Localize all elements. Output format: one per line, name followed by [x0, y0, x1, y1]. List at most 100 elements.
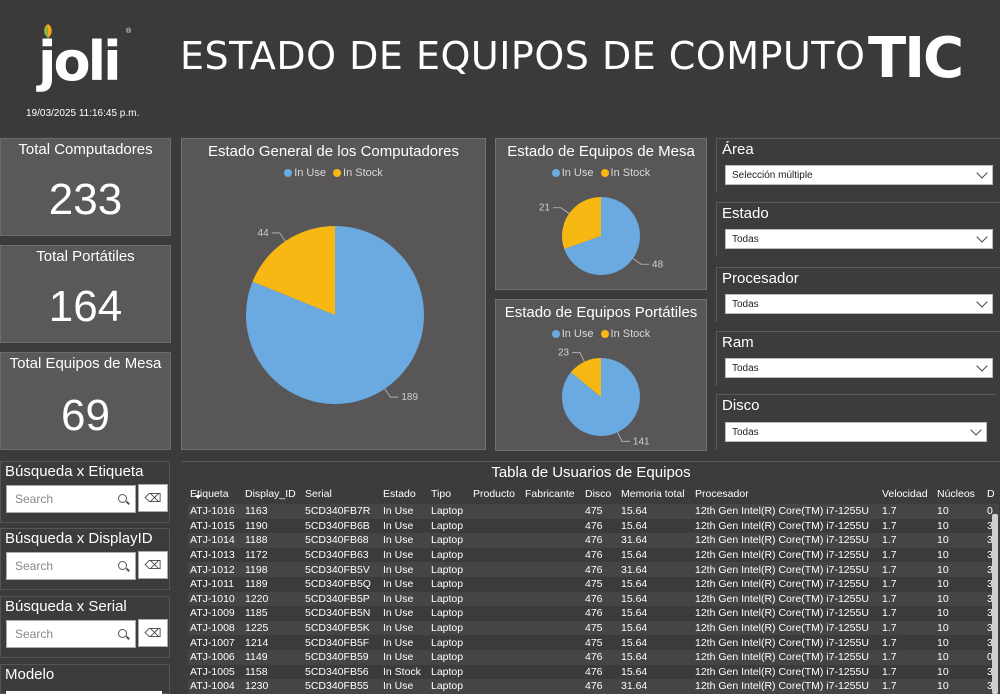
search-etiqueta-input[interactable]: Search — [6, 485, 136, 513]
table-row[interactable]: ATJ-1010 1220 5CD340FB5P In Use Laptop 476 15.… — [188, 591, 999, 607]
tabla-usuarios-equipos: Tabla de Usuarios de Equipos Etiqueta Dis… — [182, 461, 1000, 694]
column-header[interactable]: Procesador — [695, 488, 749, 500]
table-row[interactable]: ATJ-1009 1185 5CD340FB5N In Use Laptop 476 15.… — [188, 606, 999, 621]
table-row[interactable]: ATJ-1015 1190 5CD340FB6B In Use Laptop 476 15.… — [188, 518, 999, 534]
column-header[interactable]: Display_ID — [245, 488, 296, 500]
dashboard-header: joli ® ESTADO DE EQUIPOS DE COMPUTO TIC … — [0, 0, 1000, 132]
column-header[interactable]: Serial — [305, 488, 332, 500]
column-header[interactable]: Núcleos — [937, 488, 975, 500]
table-cell — [471, 664, 523, 680]
table-row[interactable]: ATJ-1011 1189 5CD340FB5Q In Use Laptop 475 15.… — [188, 576, 999, 592]
column-header[interactable]: Etiqueta — [190, 488, 229, 500]
table-cell: 15.64 — [619, 635, 693, 650]
clear-search-button[interactable]: ⌫ — [138, 619, 168, 647]
table-cell: ATJ-1011 — [188, 576, 243, 592]
chart-legend: In Use In Stock — [496, 167, 706, 179]
table-cell: 10 — [935, 664, 985, 680]
table-cell: 475 — [583, 576, 619, 592]
legend-item-in-stock[interactable]: In Stock — [600, 328, 650, 340]
table-cell — [471, 518, 523, 534]
clear-search-button[interactable]: ⌫ — [138, 551, 168, 579]
table-cell: 10 — [935, 518, 985, 534]
legend-item-in-use[interactable]: In Use — [284, 167, 326, 179]
pie-slice-in-stock[interactable] — [252, 226, 335, 315]
pie-slice-in-stock[interactable] — [570, 358, 601, 397]
legend-item-in-stock[interactable]: In Stock — [333, 167, 383, 179]
data-label: 141 — [633, 436, 650, 447]
slicer-label: Procesador — [722, 270, 799, 287]
table-row[interactable]: ATJ-1013 1172 5CD340FB63 In Use Laptop 476 15.… — [188, 547, 999, 563]
table-cell: In Stock — [381, 664, 429, 680]
kpi-card-total-portatiles: Total Portátiles 164 — [0, 245, 171, 343]
leaf-icon — [44, 24, 52, 38]
column-header[interactable]: Disco — [585, 488, 612, 500]
chevron-down-icon — [976, 296, 988, 308]
table-row[interactable]: ATJ-1016 1163 5CD340FB7R In Use Laptop 475 15.… — [188, 504, 999, 519]
table-title: Tabla de Usuarios de Equipos — [491, 464, 691, 481]
procesador-dropdown[interactable]: Todas — [725, 294, 993, 314]
table-row[interactable]: ATJ-1006 1149 5CD340FB59 In Use Laptop 476 15.… — [188, 649, 999, 665]
search-serial-panel: Búsqueda x Serial Search ⌫ — [0, 596, 170, 658]
table-cell: 31.64 — [619, 533, 693, 548]
table-cell: 1.7 — [880, 504, 935, 519]
pie-slice-in-stock[interactable] — [562, 197, 601, 250]
search-displayid-input[interactable]: Search — [6, 552, 136, 580]
column-header[interactable]: Tipo — [431, 488, 452, 500]
table-row[interactable]: ATJ-1004 1230 5CD340FB55 In Use Laptop 476 31.… — [188, 679, 999, 694]
chevron-down-icon — [976, 167, 988, 179]
column-header[interactable]: Producto — [473, 488, 516, 500]
table-cell: Laptop — [429, 504, 471, 519]
table-cell: Laptop — [429, 518, 471, 534]
sort-descending-icon[interactable] — [195, 495, 201, 499]
table-cell: Laptop — [429, 547, 471, 563]
slicer-estado: Estado Todas — [716, 202, 1000, 257]
area-dropdown[interactable]: Selección múltiple — [725, 165, 993, 185]
chart-equipos-portatiles: Estado de Equipos Portátiles In Use In S… — [495, 299, 707, 451]
table-cell: 1.7 — [880, 635, 935, 650]
table-cell: 12th Gen Intel(R) Core(TM) i7-1255U — [693, 591, 880, 607]
search-serial-input[interactable]: Search — [6, 620, 136, 648]
leader-line — [271, 232, 286, 242]
table-scrollbar[interactable] — [992, 514, 998, 694]
chevron-down-icon — [976, 231, 988, 243]
clear-search-button[interactable]: ⌫ — [138, 484, 168, 512]
table-row[interactable]: ATJ-1012 1198 5CD340FB5V In Use Laptop 476 31.… — [188, 562, 999, 577]
table-cell: 12th Gen Intel(R) Core(TM) i7-1255U — [693, 664, 880, 680]
table-cell — [471, 562, 523, 577]
table-cell: 31.64 — [619, 562, 693, 577]
legend-item-in-use[interactable]: In Use — [551, 167, 593, 179]
pie-slice-in-use[interactable] — [564, 197, 640, 275]
estado-dropdown[interactable]: Todas — [725, 229, 993, 249]
pie-slice-in-use[interactable] — [245, 226, 424, 405]
table-row[interactable]: ATJ-1014 1188 5CD340FB68 In Use Laptop 476 31.… — [188, 533, 999, 548]
table-cell: 10 — [935, 606, 985, 621]
table-cell: ATJ-1009 — [188, 606, 243, 621]
table-row[interactable]: ATJ-1008 1225 5CD340FB5K In Use Laptop 475 15.… — [188, 620, 999, 636]
table-cell — [471, 591, 523, 607]
leader-line — [384, 388, 399, 398]
table-cell: 5CD340FB55 — [303, 679, 381, 694]
joli-logo-text: joli — [38, 30, 122, 93]
table-cell: Laptop — [429, 649, 471, 665]
table-row[interactable]: ATJ-1005 1158 5CD340FB56 In Stock Laptop 476 1… — [188, 664, 999, 680]
column-header[interactable]: D — [987, 488, 995, 500]
column-header[interactable]: Velocidad — [882, 488, 928, 500]
column-header[interactable]: Memoria total — [621, 488, 685, 500]
column-header[interactable]: Estado — [383, 488, 416, 500]
column-header[interactable]: Fabricante — [525, 488, 575, 500]
table-cell — [523, 664, 583, 680]
ram-dropdown[interactable]: Todas — [725, 358, 993, 378]
legend-item-in-stock[interactable]: In Stock — [600, 167, 650, 179]
legend-item-in-use[interactable]: In Use — [551, 328, 593, 340]
table-cell — [523, 533, 583, 548]
table-cell: Laptop — [429, 664, 471, 680]
table-row[interactable]: ATJ-1007 1214 5CD340FB5F In Use Laptop 475 15.… — [188, 635, 999, 650]
table-cell: ATJ-1007 — [188, 635, 243, 650]
modelo-input[interactable] — [6, 691, 162, 694]
eraser-icon: ⌫ — [144, 626, 162, 640]
table-cell: 12th Gen Intel(R) Core(TM) i7-1255U — [693, 547, 880, 563]
page-title: ESTADO DE EQUIPOS DE COMPUTO — [180, 34, 866, 78]
data-label: 21 — [539, 203, 551, 214]
table-cell — [471, 547, 523, 563]
disco-dropdown[interactable]: Todas — [725, 422, 987, 442]
